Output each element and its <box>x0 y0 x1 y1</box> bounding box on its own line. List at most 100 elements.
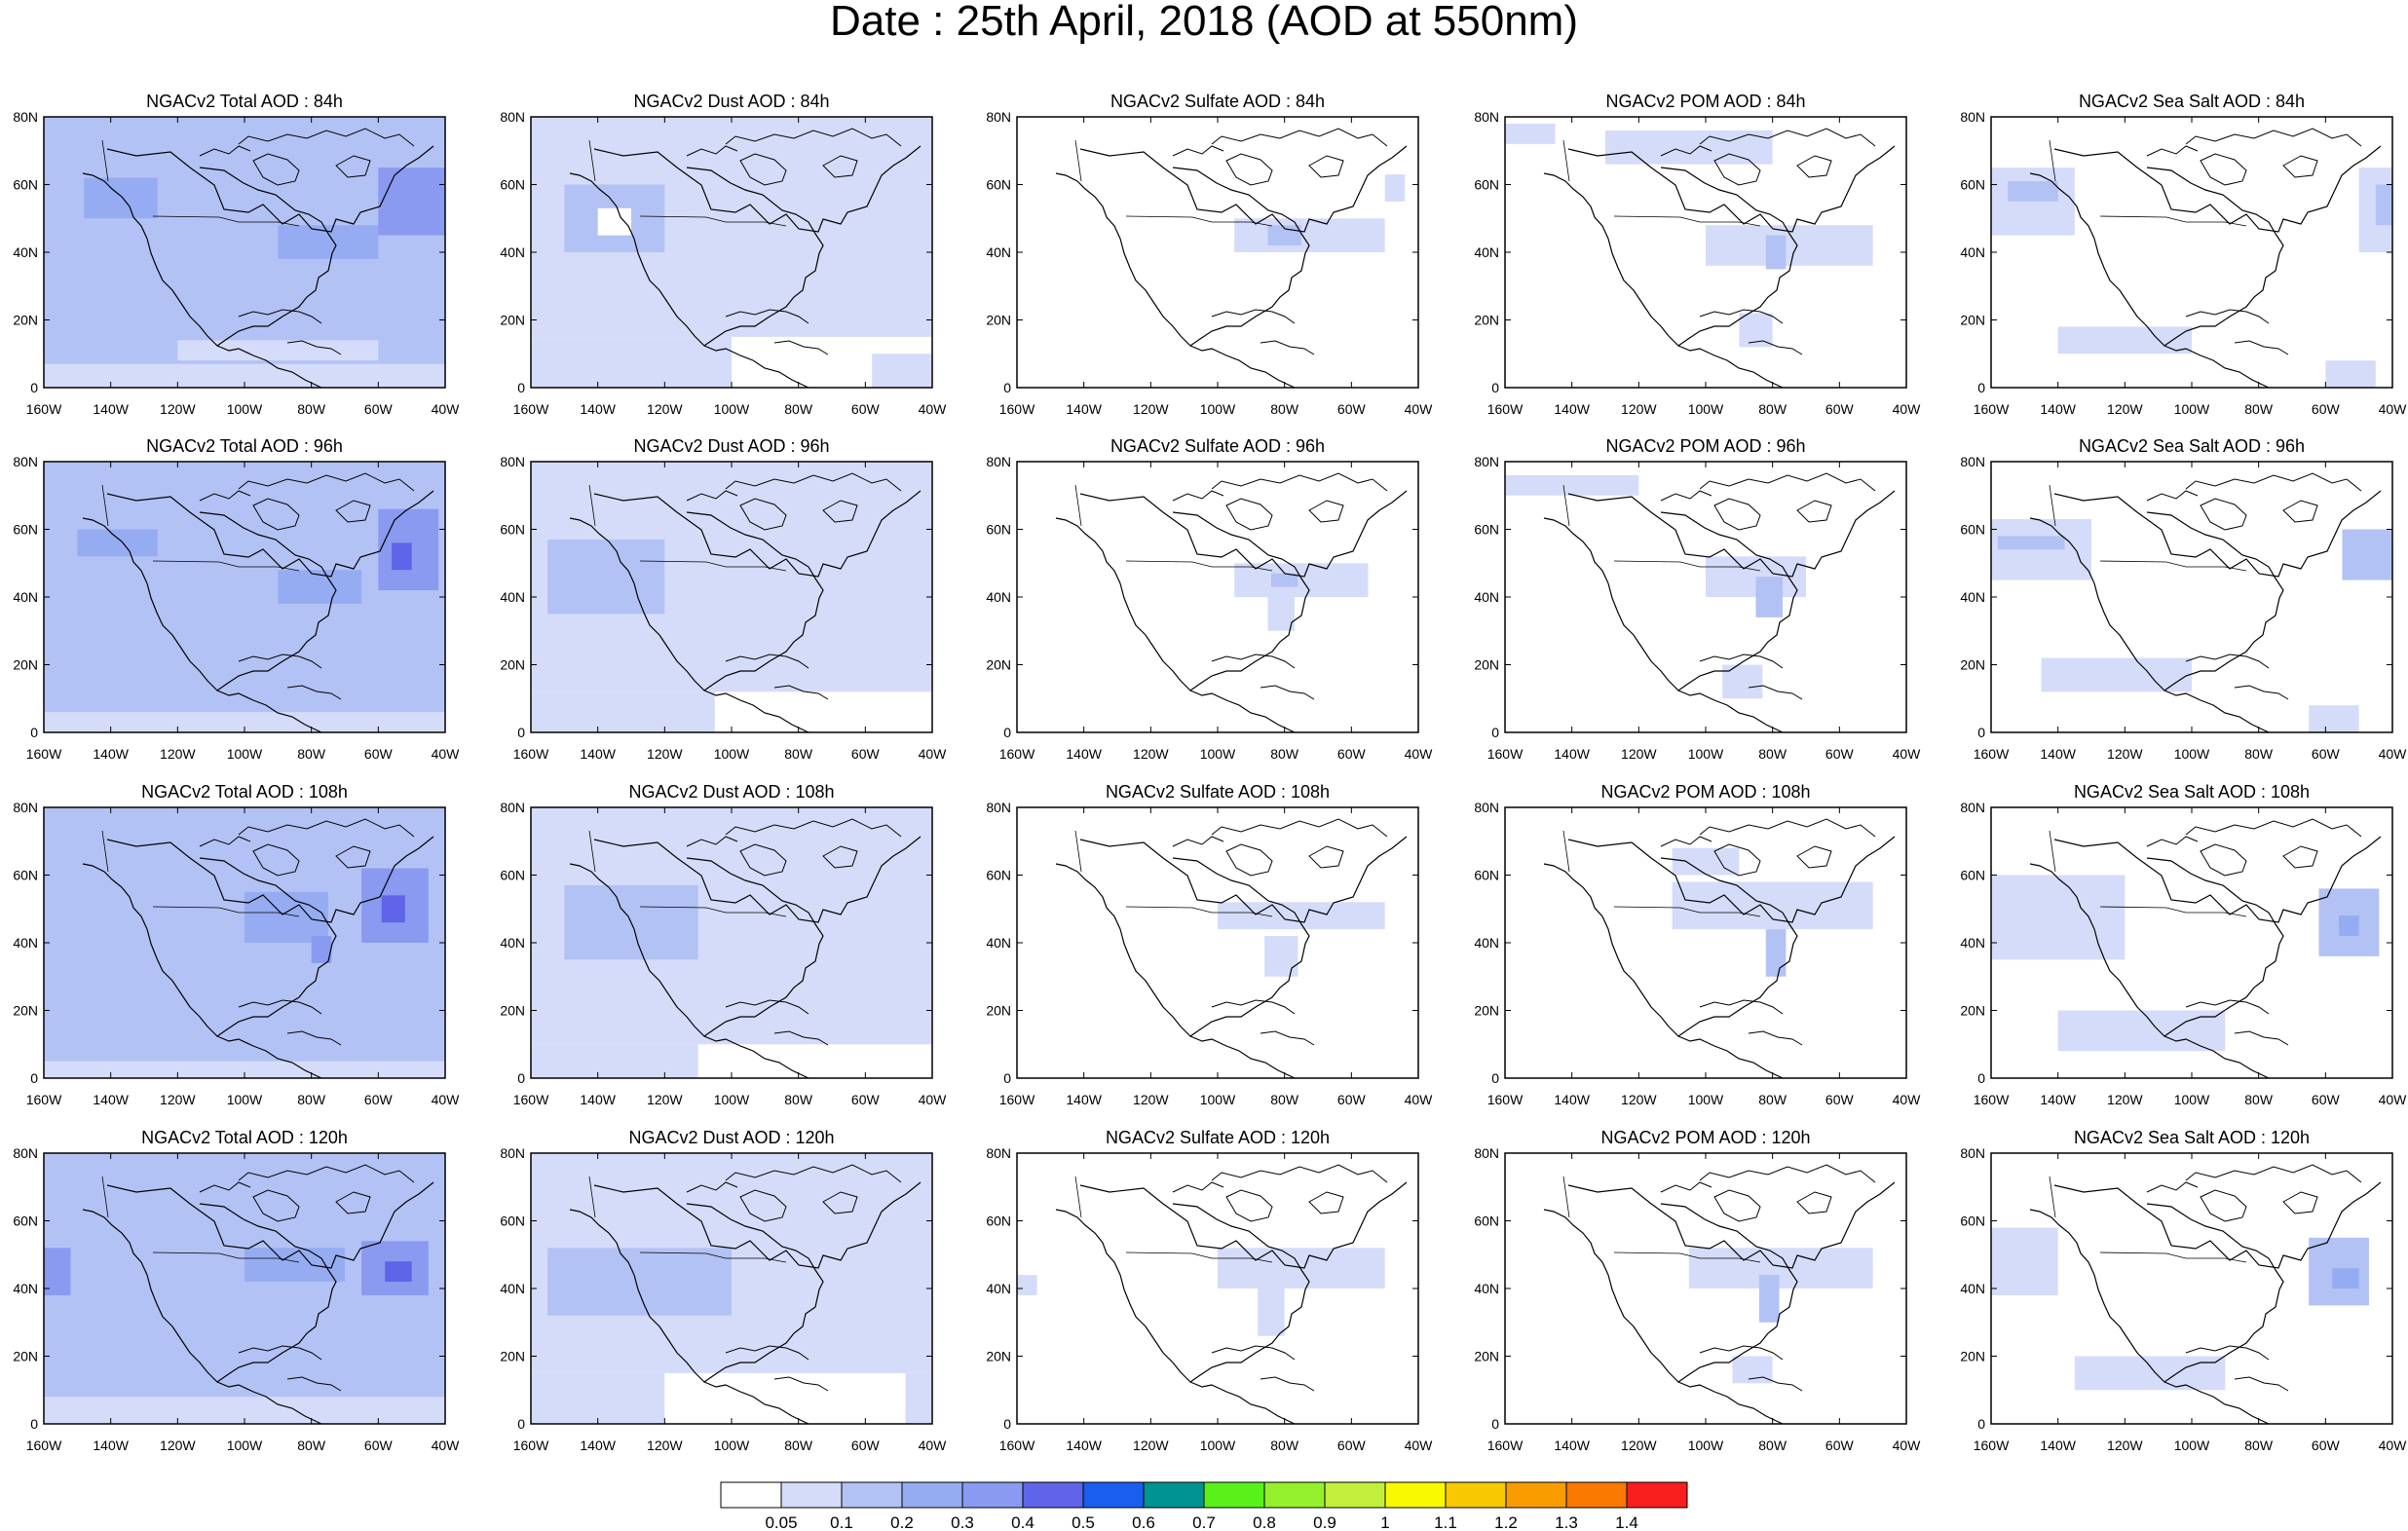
lon-label: 140W <box>1066 1092 1102 1107</box>
aod-field <box>44 807 445 1078</box>
lat-label: 0 <box>30 1416 38 1432</box>
lon-label: 140W <box>580 1092 616 1107</box>
map-panel: NGACv2 Dust AOD : 120h 160W 140W 120W 100W 80… <box>500 1128 947 1453</box>
colorbar-box <box>901 1481 963 1509</box>
lon-label: 160W <box>513 401 549 417</box>
aod-cell <box>597 207 631 236</box>
lon-label: 160W <box>1487 1092 1524 1107</box>
lon-label: 140W <box>93 1092 129 1107</box>
lat-label: 0 <box>1977 725 1985 740</box>
lon-label: 60W <box>2312 746 2341 762</box>
lon-label: 160W <box>513 1438 549 1453</box>
colorbar-box <box>841 1481 903 1509</box>
lon-label: 60W <box>1825 1092 1855 1107</box>
aod-cell <box>278 570 362 604</box>
lat-label: 80N <box>986 800 1011 815</box>
lon-label: 140W <box>2040 1092 2076 1107</box>
lon-label: 80W <box>2244 746 2274 762</box>
lon-label: 80W <box>297 1438 326 1453</box>
panel-title: NGACv2 Dust AOD : 120h <box>628 1128 834 1147</box>
lon-label: 140W <box>93 401 129 417</box>
lat-label: 40N <box>500 589 525 605</box>
lat-label: 0 <box>30 725 38 740</box>
colorbar-label: 1.2 <box>1494 1513 1518 1531</box>
lat-label: 40N <box>13 1281 38 1296</box>
lat-label: 20N <box>13 1349 38 1364</box>
figure-title: Date : 25th April, 2018 (AOD at 550nm) <box>830 0 1578 45</box>
map-panel: NGACv2 Sulfate AOD : 108h 160W 140W 120W 100… <box>986 782 1433 1107</box>
lat-label: 80N <box>1474 800 1499 815</box>
lat-label: 0 <box>517 1070 525 1086</box>
colorbar-label: 0.7 <box>1192 1513 1216 1531</box>
lat-label: 20N <box>1474 1349 1499 1364</box>
lat-label: 20N <box>500 657 525 673</box>
lon-label: 80W <box>297 746 326 762</box>
lat-label: 80N <box>1960 800 1985 815</box>
lon-label: 80W <box>1270 1092 1299 1107</box>
lon-label: 40W <box>919 1438 948 1453</box>
aod-cell <box>245 891 328 943</box>
lon-label: 60W <box>851 401 881 417</box>
lon-label: 100W <box>1688 1092 1724 1107</box>
aod-cell <box>2375 184 2392 226</box>
lon-label: 60W <box>364 746 394 762</box>
colorbar-box <box>780 1481 843 1509</box>
lon-label: 40W <box>1405 1092 1434 1107</box>
aod-cell <box>531 691 715 732</box>
aod-cell <box>2074 1356 2226 1391</box>
lon-label: 80W <box>784 746 813 762</box>
lat-label: 0 <box>517 1416 525 1432</box>
lon-label: 160W <box>26 746 62 762</box>
lat-label: 40N <box>1474 589 1499 605</box>
lon-label: 60W <box>2312 1438 2341 1453</box>
lat-label: 60N <box>1960 177 1985 193</box>
lat-label: 60N <box>986 522 1011 538</box>
lat-label: 60N <box>13 1214 38 1229</box>
lat-label: 80N <box>986 454 1011 469</box>
aod-cell <box>1258 1288 1285 1336</box>
aod-cell <box>378 168 445 236</box>
lon-label: 120W <box>1621 746 1657 762</box>
lat-label: 60N <box>13 522 38 538</box>
colorbar-label: 0.5 <box>1072 1513 1095 1531</box>
lon-label: 100W <box>714 1438 750 1453</box>
lon-label: 100W <box>1200 1438 1236 1453</box>
lat-label: 80N <box>1474 454 1499 469</box>
colorbar-label: 0.8 <box>1253 1513 1276 1531</box>
aod-field <box>1991 1227 2369 1391</box>
map-panel: NGACv2 Total AOD : 84h 160W 140W 120W 100W 80… <box>13 92 460 417</box>
map-panel: NGACv2 Dust AOD : 108h 160W 140W 120W 100W 80… <box>500 782 947 1107</box>
colorbar-box <box>961 1481 1024 1509</box>
lon-label: 100W <box>227 746 263 762</box>
lon-label: 100W <box>1688 746 1724 762</box>
lon-label: 60W <box>364 1438 394 1453</box>
lon-label: 100W <box>2174 1092 2210 1107</box>
lat-label: 20N <box>13 1003 38 1019</box>
aod-field <box>1017 1248 1385 1336</box>
lat-label: 80N <box>13 800 38 815</box>
lon-label: 140W <box>1554 401 1590 417</box>
lon-label: 100W <box>2174 401 2210 417</box>
aod-field <box>531 462 932 732</box>
aod-cell <box>44 1061 445 1078</box>
panel-title: NGACv2 Sulfate AOD : 108h <box>1106 782 1330 802</box>
lon-label: 120W <box>647 746 683 762</box>
lon-label: 100W <box>227 1092 263 1107</box>
lon-label: 80W <box>1758 1092 1787 1107</box>
lat-label: 60N <box>13 868 38 883</box>
lon-label: 60W <box>851 746 881 762</box>
lon-label: 80W <box>1758 746 1787 762</box>
panel-title: NGACv2 Total AOD : 120h <box>141 1128 348 1147</box>
aod-cell <box>392 542 412 571</box>
lon-label: 160W <box>513 746 549 762</box>
aod-field <box>1688 1248 1873 1384</box>
lon-label: 140W <box>580 746 616 762</box>
aod-cell <box>531 1044 698 1078</box>
lon-label: 160W <box>999 1438 1035 1453</box>
colorbar-label: 1.4 <box>1615 1513 1638 1531</box>
lon-label: 40W <box>432 1092 461 1107</box>
lon-label: 120W <box>160 1092 196 1107</box>
lon-label: 120W <box>160 1438 196 1453</box>
